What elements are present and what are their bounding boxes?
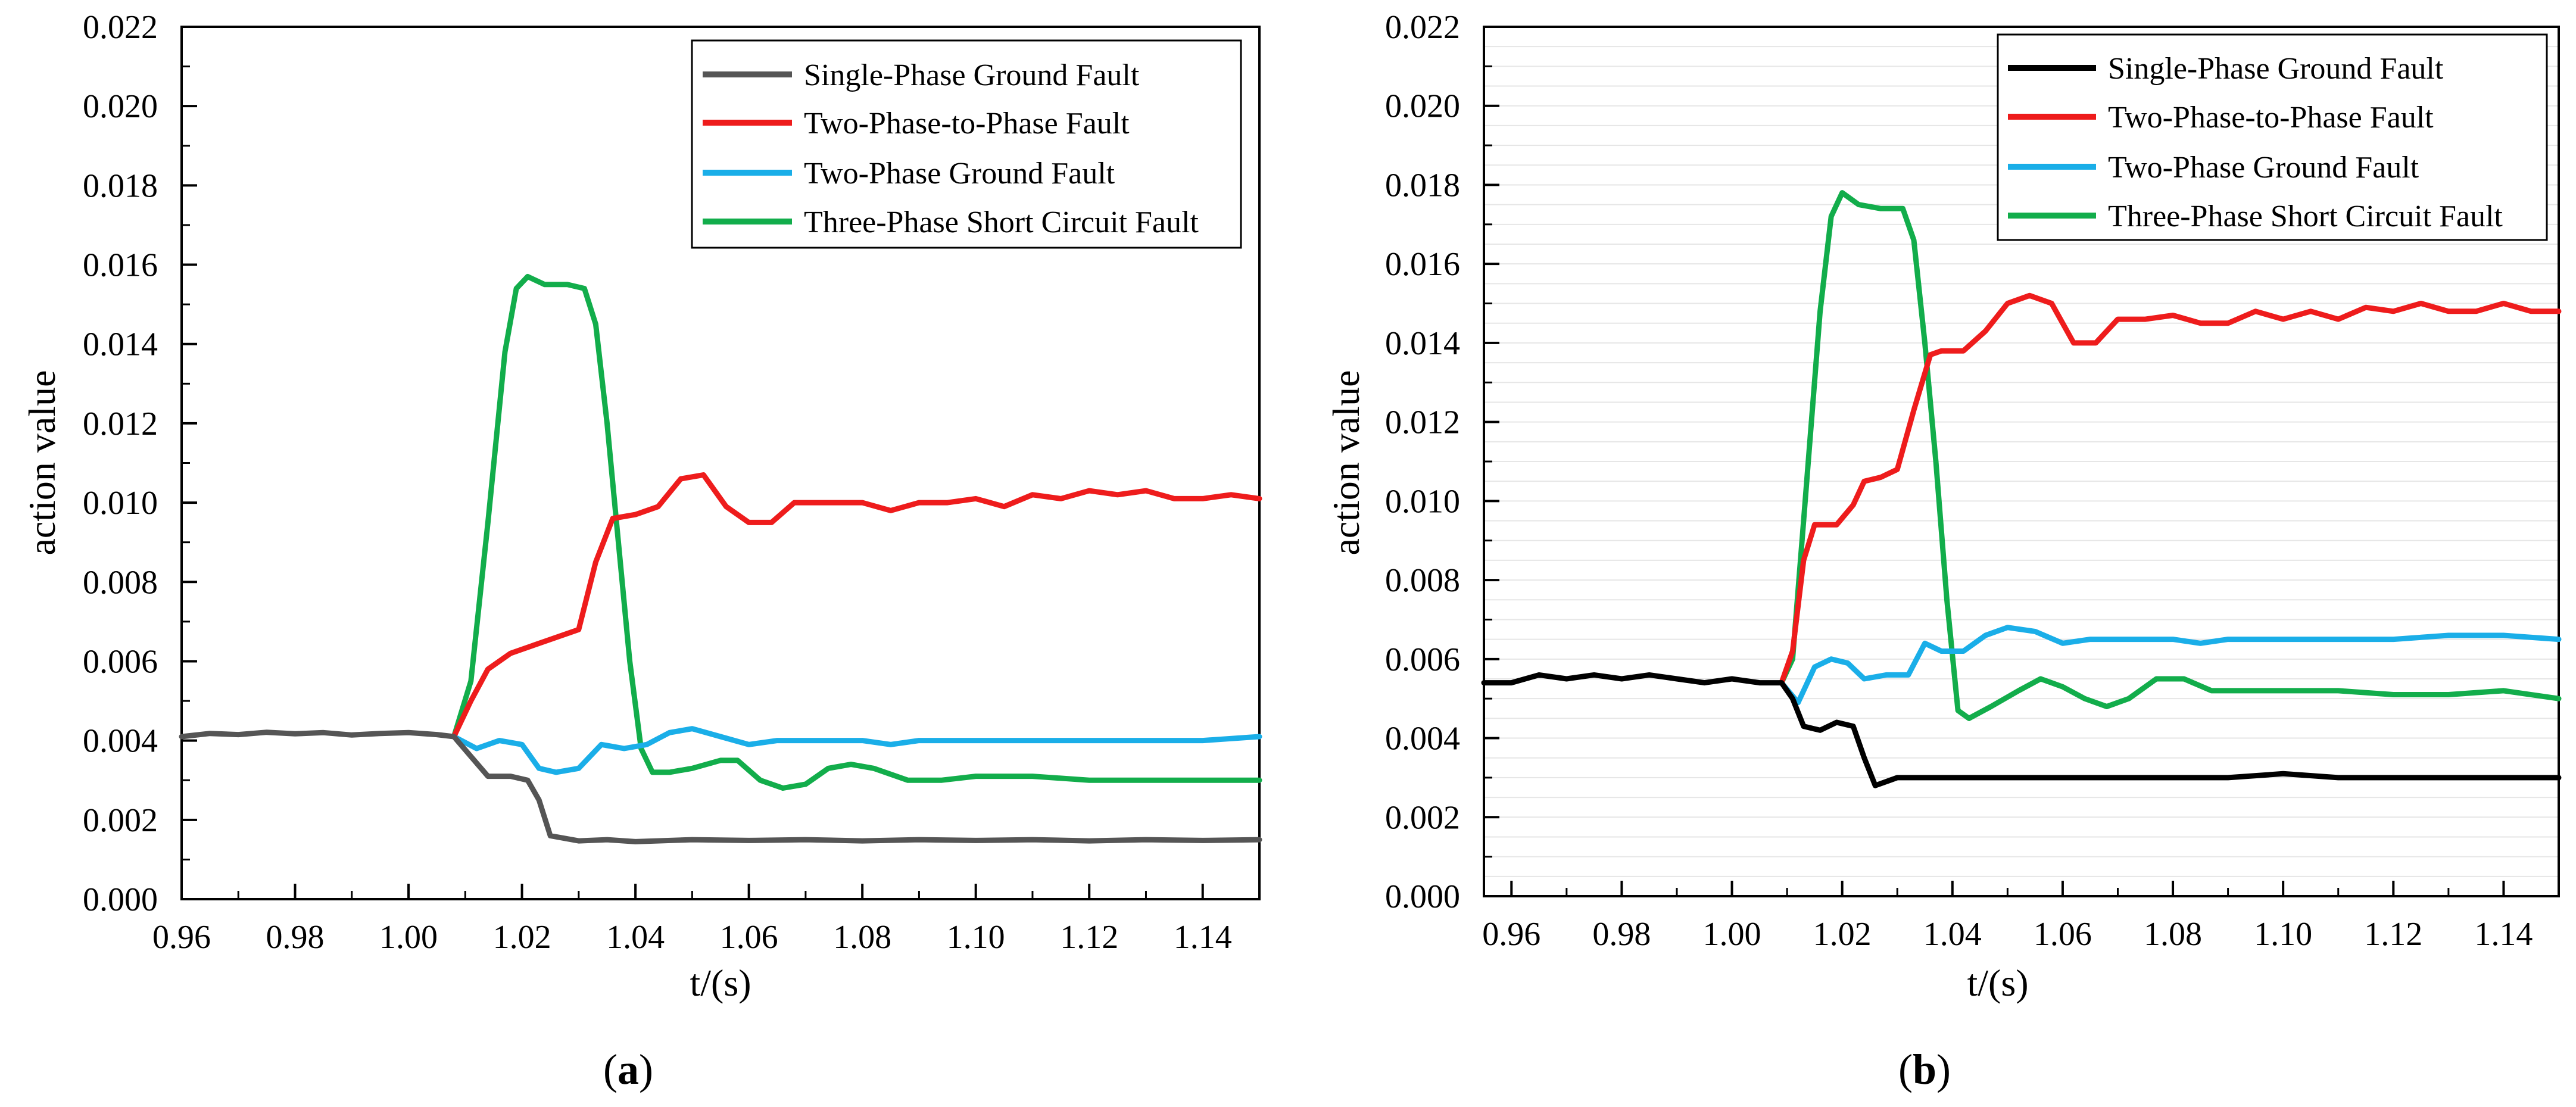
axis-ticks-a: 0.000 0.002 0.004 0.006 0.008 0.010 0.012 0.014…	[83, 9, 1232, 956]
legend-a: Single-Phase Ground Fault Two-Phase-to-P…	[691, 39, 1242, 249]
chart-panel-b: 0.000 0.002 0.004 0.006 0.008 0.010 0.012 0.014…	[1325, 9, 2562, 1093]
legend-label-a-two-phase-to-phase: Two-Phase-to-Phase Fault	[804, 107, 1130, 141]
y-tick-label: 0.014	[1385, 325, 1460, 362]
x-tick-label: 1.12	[1060, 919, 1118, 956]
y-tick-label: 0.004	[1385, 721, 1460, 757]
y-tick-label: 0.000	[1385, 878, 1460, 915]
y-tick-label: 0.010	[83, 485, 158, 522]
panel-caption-b: (b)	[1898, 1046, 1951, 1093]
x-tick-label: 1.10	[2254, 916, 2312, 953]
legend-label-b-single-phase: Single-Phase Ground Fault	[2108, 52, 2444, 86]
x-tick-label: 1.14	[2474, 916, 2533, 953]
y-axis-title-b: action value	[1325, 370, 1367, 556]
series-line-two-phase-ground-fault	[451, 726, 1262, 775]
y-tick-label: 0.020	[1385, 88, 1460, 125]
x-axis-title-b: t/(s)	[1967, 962, 2028, 1004]
y-tick-label: 0.002	[83, 802, 158, 839]
y-tick-label: 0.008	[1385, 562, 1460, 599]
y-axis-title-a: action value	[21, 370, 63, 556]
x-axis-title-a: t/(s)	[690, 962, 751, 1004]
series-line-two-phase-ground-fault	[1779, 625, 2562, 706]
series-line-three-phase-short-circuit-fault	[451, 274, 1262, 791]
legend-label-b-three-phase: Three-Phase Short Circuit Fault	[2108, 199, 2503, 233]
series-lines-b	[1481, 190, 2562, 788]
x-tick-label: 1.06	[720, 919, 778, 956]
x-tick-label: 1.08	[833, 919, 891, 956]
x-tick-label: 1.12	[2364, 916, 2422, 953]
y-tick-label: 0.010	[1385, 483, 1460, 520]
series-line-single-phase-ground-fault	[179, 729, 1262, 844]
y-tick-label: 0.018	[1385, 167, 1460, 204]
x-tick-label: 1.02	[1813, 916, 1872, 953]
legend-label-b-two-phase-to-phase: Two-Phase-to-Phase Fault	[2108, 101, 2434, 135]
y-tick-label: 0.012	[83, 406, 158, 442]
y-tick-label: 0.020	[83, 88, 158, 125]
series-line-three-phase-short-circuit-fault	[1779, 190, 2562, 721]
y-tick-label: 0.004	[83, 723, 158, 760]
series-lines-a	[179, 274, 1262, 844]
x-tick-label: 1.00	[379, 919, 438, 956]
x-tick-label: 1.08	[2144, 916, 2202, 953]
y-tick-label: 0.016	[1385, 246, 1460, 283]
legend-label-a-three-phase: Three-Phase Short Circuit Fault	[804, 205, 1199, 239]
y-tick-label: 0.008	[83, 564, 158, 601]
y-tick-label: 0.014	[83, 326, 158, 363]
series-line-two-phase-to-phase-fault	[451, 472, 1262, 740]
y-tick-label: 0.022	[1385, 9, 1460, 46]
legend-label-b-two-phase-ground: Two-Phase Ground Fault	[2108, 151, 2419, 185]
y-tick-label: 0.006	[83, 643, 158, 680]
legend-label-a-two-phase-ground: Two-Phase Ground Fault	[804, 157, 1115, 191]
axis-ticks-b: 0.000 0.002 0.004 0.006 0.008 0.010 0.012 0.014…	[1385, 9, 2533, 953]
x-tick-label: 0.98	[1592, 916, 1651, 953]
x-tick-label: 1.04	[1923, 916, 1982, 953]
x-tick-label: 1.02	[493, 919, 551, 956]
y-tick-label: 0.016	[83, 247, 158, 284]
y-tick-label: 0.022	[83, 9, 158, 46]
y-tick-label: 0.012	[1385, 404, 1460, 441]
x-tick-label: 0.96	[152, 919, 211, 956]
legend-label-a-single-phase: Single-Phase Ground Fault	[804, 58, 1140, 92]
y-tick-label: 0.018	[83, 167, 158, 204]
x-tick-label: 1.06	[2034, 916, 2092, 953]
x-tick-label: 1.14	[1174, 919, 1232, 956]
x-tick-label: 0.98	[266, 919, 325, 956]
y-tick-label: 0.002	[1385, 799, 1460, 836]
x-tick-label: 1.10	[947, 919, 1005, 956]
y-tick-label: 0.000	[83, 881, 158, 918]
chart-panel-a: 0.000 0.002 0.004 0.006 0.008 0.010 0.012 0.014…	[21, 9, 1262, 1093]
x-tick-label: 1.00	[1703, 916, 1761, 953]
x-tick-label: 1.04	[606, 919, 665, 956]
y-tick-label: 0.006	[1385, 641, 1460, 678]
panel-caption-a: (a)	[603, 1046, 653, 1093]
series-line-single-phase-ground-fault	[1481, 672, 2562, 788]
legend-b: Single-Phase Ground Fault Two-Phase-to-P…	[1997, 33, 2548, 241]
x-tick-label: 0.96	[1482, 916, 1540, 953]
series-line-two-phase-to-phase-fault	[1779, 292, 2562, 686]
